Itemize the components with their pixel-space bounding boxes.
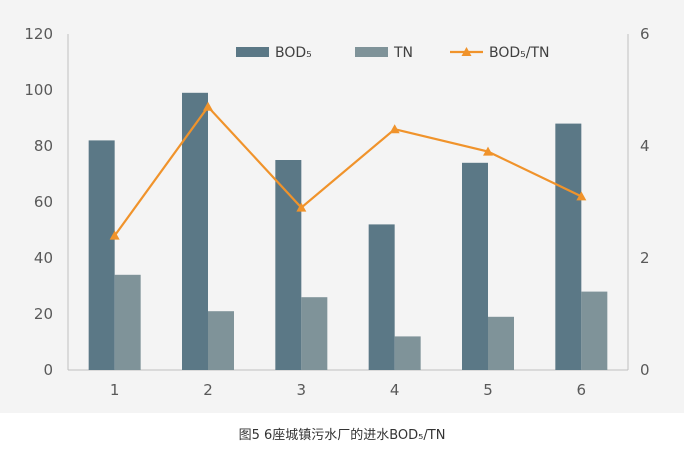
x-tick-label: 1 xyxy=(110,381,120,399)
ratio-point xyxy=(109,230,120,240)
y-left-tick-label: 20 xyxy=(34,305,53,323)
bar-bod5 xyxy=(275,160,302,370)
x-tick-label: 6 xyxy=(577,381,587,399)
bar-bod5 xyxy=(182,92,208,371)
y-right-tick-label: 0 xyxy=(640,361,650,379)
y-right-tick-label: 6 xyxy=(640,25,650,43)
combo-chart: 0 20 40 60 80 100 120 0 2 4 6 1 2 3 4 5 6 BOD₅ TN BOD₅/TN xyxy=(24,25,650,399)
figure-caption: 图5 6座城镇污水厂的进水BOD₅/TN xyxy=(238,428,446,443)
bar-tn xyxy=(581,291,608,370)
bar-bod5 xyxy=(555,123,582,370)
x-tick-label: 2 xyxy=(203,381,213,399)
x-tick-label: 4 xyxy=(390,381,400,399)
ratio-point xyxy=(296,202,307,212)
bar-tn xyxy=(394,336,421,370)
legend-label: BOD₅/TN xyxy=(489,45,550,61)
legend-label: TN xyxy=(393,45,413,61)
ratio-point xyxy=(483,146,493,156)
y-left-tick-label: 100 xyxy=(24,81,53,99)
legend-swatch-ratio-marker xyxy=(461,47,472,56)
bar-bod5 xyxy=(368,224,395,370)
ratio-point xyxy=(576,191,587,201)
legend-swatch-bod5 xyxy=(236,47,269,57)
x-tick-label: 5 xyxy=(483,381,493,399)
y-left-tick-label: 0 xyxy=(43,361,53,379)
bar-bod5 xyxy=(462,162,488,370)
bar-tn xyxy=(301,297,328,370)
legend-label: BOD₅ xyxy=(275,45,312,61)
bar-tn xyxy=(488,316,514,370)
ratio-line xyxy=(113,105,582,237)
bar-bod5 xyxy=(88,140,115,370)
ratio-point xyxy=(389,124,400,134)
x-tick-label: 3 xyxy=(297,381,307,399)
y-left-tick-label: 60 xyxy=(34,193,53,211)
y-right-tick-label: 2 xyxy=(640,249,650,267)
ratio-point xyxy=(203,101,213,111)
bar-tn xyxy=(114,274,141,370)
y-left-tick-label: 40 xyxy=(34,249,53,267)
y-right-tick-label: 4 xyxy=(640,137,650,155)
bar-tn xyxy=(208,311,234,370)
y-left-tick-label: 80 xyxy=(34,137,53,155)
y-left-tick-label: 120 xyxy=(24,25,53,43)
legend-swatch-tn xyxy=(355,47,388,57)
